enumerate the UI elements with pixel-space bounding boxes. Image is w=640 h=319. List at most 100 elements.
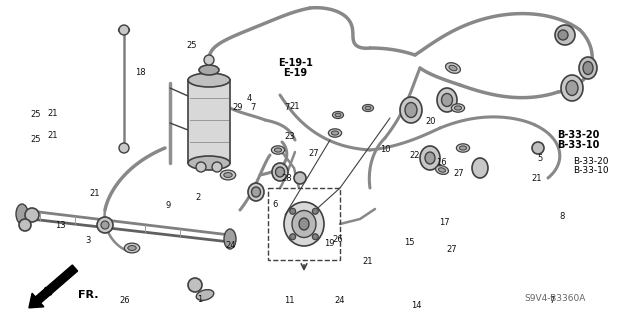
Circle shape	[19, 219, 31, 231]
Ellipse shape	[438, 168, 445, 172]
Ellipse shape	[449, 65, 457, 71]
Text: 26: 26	[120, 296, 130, 305]
Text: 6: 6	[273, 200, 278, 209]
Ellipse shape	[365, 106, 371, 110]
Ellipse shape	[579, 57, 597, 79]
Circle shape	[290, 208, 296, 214]
Ellipse shape	[583, 62, 593, 75]
Ellipse shape	[328, 129, 342, 137]
Text: 25: 25	[30, 135, 40, 144]
Bar	[188, 80, 230, 163]
Circle shape	[119, 143, 129, 153]
Ellipse shape	[188, 156, 230, 170]
Circle shape	[555, 25, 575, 45]
Text: 18: 18	[136, 68, 146, 77]
Ellipse shape	[128, 246, 136, 250]
Ellipse shape	[425, 152, 435, 164]
Text: E-19: E-19	[284, 68, 308, 78]
Ellipse shape	[272, 163, 288, 181]
Text: 5: 5	[537, 154, 542, 163]
Circle shape	[25, 208, 39, 222]
Text: E-19-1: E-19-1	[278, 58, 313, 68]
Ellipse shape	[220, 170, 236, 180]
Ellipse shape	[299, 218, 309, 230]
Text: 21: 21	[48, 131, 58, 140]
Ellipse shape	[224, 229, 236, 249]
Ellipse shape	[405, 102, 417, 117]
Text: 7: 7	[284, 103, 289, 112]
Text: 2: 2	[196, 193, 201, 202]
Ellipse shape	[460, 146, 467, 150]
Text: 29: 29	[233, 103, 243, 112]
Bar	[268, 188, 340, 260]
Text: 28: 28	[282, 174, 292, 183]
Circle shape	[188, 278, 202, 292]
Ellipse shape	[400, 97, 422, 123]
Ellipse shape	[121, 28, 127, 32]
Text: 25: 25	[30, 110, 40, 119]
Ellipse shape	[436, 166, 449, 174]
Text: 21: 21	[531, 174, 541, 183]
Ellipse shape	[248, 183, 264, 201]
Ellipse shape	[275, 167, 285, 177]
Ellipse shape	[420, 146, 440, 170]
Ellipse shape	[333, 112, 344, 118]
Text: 23: 23	[284, 132, 294, 141]
Ellipse shape	[451, 104, 465, 112]
Text: 21: 21	[289, 102, 300, 111]
Text: 13: 13	[56, 221, 66, 230]
FancyArrow shape	[29, 265, 77, 308]
Circle shape	[312, 208, 318, 214]
Text: 21: 21	[48, 109, 58, 118]
Text: 16: 16	[436, 158, 447, 167]
Text: 26: 26	[332, 235, 342, 244]
Ellipse shape	[124, 243, 140, 253]
Ellipse shape	[437, 88, 457, 112]
Text: 14: 14	[411, 301, 421, 310]
Text: 4: 4	[247, 94, 252, 103]
Ellipse shape	[188, 73, 230, 87]
Ellipse shape	[118, 26, 129, 33]
Circle shape	[196, 162, 206, 172]
Ellipse shape	[16, 204, 28, 224]
Text: B-33-10: B-33-10	[557, 140, 600, 150]
Text: 15: 15	[404, 238, 415, 247]
Ellipse shape	[224, 173, 232, 177]
Ellipse shape	[196, 290, 214, 300]
Text: 21: 21	[363, 257, 373, 266]
Text: 20: 20	[426, 117, 436, 126]
Ellipse shape	[456, 144, 470, 152]
Ellipse shape	[275, 148, 282, 152]
Ellipse shape	[199, 65, 219, 75]
Ellipse shape	[454, 106, 461, 110]
Text: 1: 1	[197, 295, 202, 304]
Text: 19: 19	[324, 239, 334, 248]
Ellipse shape	[332, 131, 339, 135]
Text: B-33-20: B-33-20	[573, 157, 609, 166]
Circle shape	[119, 25, 129, 35]
Ellipse shape	[362, 105, 374, 112]
Text: 17: 17	[440, 218, 450, 227]
Text: 24: 24	[225, 241, 236, 250]
Ellipse shape	[335, 113, 341, 117]
Text: 22: 22	[410, 151, 420, 160]
Circle shape	[294, 172, 306, 184]
Text: 27: 27	[447, 245, 457, 254]
Ellipse shape	[284, 202, 324, 246]
Ellipse shape	[292, 211, 316, 238]
Text: 27: 27	[453, 169, 463, 178]
Circle shape	[290, 234, 296, 240]
Ellipse shape	[252, 187, 260, 197]
Text: 11: 11	[284, 296, 294, 305]
Text: 7: 7	[250, 103, 255, 112]
Text: 9: 9	[165, 201, 170, 210]
Text: 3: 3	[86, 236, 91, 245]
Ellipse shape	[566, 80, 578, 95]
Circle shape	[97, 217, 113, 233]
Text: 7: 7	[549, 296, 554, 305]
Text: 8: 8	[559, 212, 564, 221]
Circle shape	[312, 234, 318, 240]
Ellipse shape	[472, 158, 488, 178]
Text: B-33-20: B-33-20	[557, 130, 600, 140]
Circle shape	[101, 221, 109, 229]
